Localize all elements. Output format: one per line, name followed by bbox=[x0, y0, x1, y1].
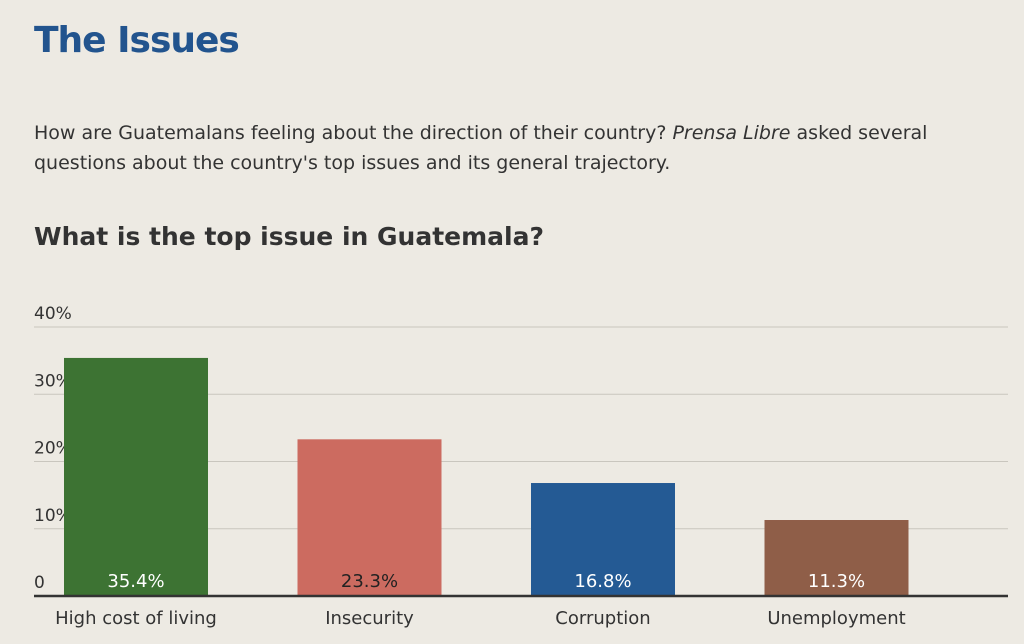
x-tick-label: High cost of living bbox=[55, 608, 217, 629]
y-tick-label: 10% bbox=[34, 506, 72, 526]
bar bbox=[764, 520, 909, 596]
data-label: 23.3% bbox=[341, 571, 398, 592]
bar bbox=[531, 483, 675, 596]
x-tick-label: Insecurity bbox=[325, 608, 414, 629]
y-tick-label: 40% bbox=[34, 304, 72, 324]
y-tick-label: 20% bbox=[34, 439, 72, 459]
publication-name: Prensa Libre bbox=[672, 122, 791, 144]
data-label: 35.4% bbox=[107, 571, 164, 592]
y-tick-label: 30% bbox=[34, 371, 72, 391]
bar bbox=[64, 357, 208, 596]
bar bbox=[297, 439, 442, 596]
intro-text-part-2: asked several questions about the countr… bbox=[34, 122, 928, 174]
intro-text: How are Guatemalans feeling about the di… bbox=[34, 118, 974, 178]
y-tick-label: 0 bbox=[34, 573, 45, 593]
data-label: 16.8% bbox=[574, 571, 631, 592]
intro-text-part-1: How are Guatemalans feeling about the di… bbox=[34, 122, 673, 144]
chart-title: What is the top issue in Guatemala? bbox=[34, 222, 544, 251]
x-tick-label: Unemployment bbox=[767, 608, 905, 629]
bar-chart: 0 10% 20% 30% 40% 35.4% High cost of living 23.… bbox=[34, 304, 1008, 629]
x-tick-label: Corruption bbox=[555, 608, 650, 629]
page-title: The Issues bbox=[34, 20, 240, 61]
data-label: 11.3% bbox=[808, 571, 865, 592]
